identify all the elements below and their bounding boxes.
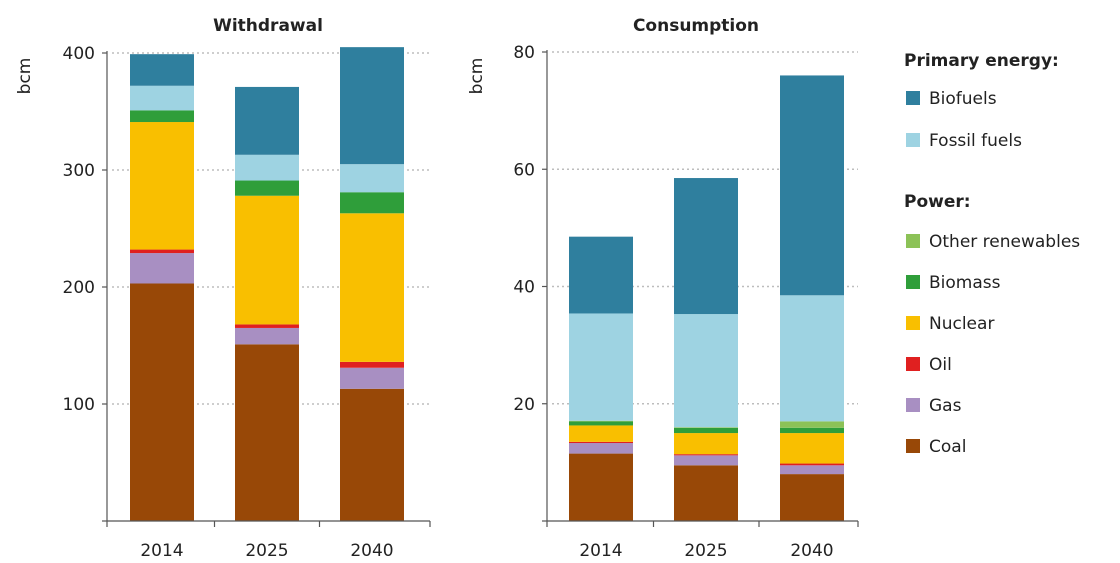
consumption-x-tick-label: 2040 bbox=[790, 541, 833, 561]
consumption-bar-2014-coal bbox=[569, 453, 633, 521]
consumption-bar-2014-gas bbox=[569, 443, 633, 454]
withdrawal-bar-2014-oil bbox=[130, 249, 194, 254]
consumption-bar-2040-other-renewables bbox=[780, 421, 844, 428]
consumption-x-tick-label: 2014 bbox=[579, 541, 622, 561]
consumption-bar-2025-gas bbox=[674, 455, 738, 466]
withdrawal-bar-2025-biofuels bbox=[235, 86, 299, 155]
withdrawal-y-tick-label: 200 bbox=[63, 278, 95, 298]
consumption-bar-2014-biomass bbox=[569, 421, 633, 426]
consumption-y-tick-label: 20 bbox=[513, 395, 535, 415]
legend-label-other-renewables: Other renewables bbox=[929, 232, 1080, 252]
withdrawal-title: Withdrawal bbox=[213, 16, 323, 36]
legend-swatch-coal bbox=[906, 439, 920, 453]
consumption-bar-2025-biofuels bbox=[674, 178, 738, 315]
legend-swatch-fossil-fuels bbox=[906, 133, 920, 147]
withdrawal-x-tick-label: 2014 bbox=[140, 541, 183, 561]
consumption-bar-2014-biofuels bbox=[569, 236, 633, 314]
withdrawal-bar-2014-biofuels bbox=[130, 54, 194, 86]
consumption-bar-2014-nuclear bbox=[569, 425, 633, 442]
legend-swatch-gas bbox=[906, 398, 920, 412]
consumption-title: Consumption bbox=[633, 16, 759, 36]
withdrawal-bar-2040-fossil-fuels bbox=[340, 164, 404, 193]
consumption-bar-2040-oil bbox=[780, 463, 844, 466]
consumption-bar-2025-biomass bbox=[674, 427, 738, 434]
withdrawal-bar-2014-gas bbox=[130, 253, 194, 284]
consumption-bar-2040-biofuels bbox=[780, 75, 844, 296]
consumption-y-tick-label: 40 bbox=[513, 278, 535, 298]
withdrawal-bar-2014-nuclear bbox=[130, 122, 194, 250]
withdrawal-y-tick-label: 400 bbox=[63, 44, 95, 64]
withdrawal-bar-2040-biomass bbox=[340, 192, 404, 214]
consumption-bar-2025-coal bbox=[674, 465, 738, 521]
withdrawal-bar-2025-gas bbox=[235, 327, 299, 345]
withdrawal-y-tick-label: 100 bbox=[63, 395, 95, 415]
withdrawal-bar-2025-fossil-fuels bbox=[235, 154, 299, 181]
withdrawal-bar-2040-nuclear bbox=[340, 213, 404, 362]
consumption-bar-2040-coal bbox=[780, 474, 844, 521]
legend-header-primary: Primary energy: bbox=[904, 51, 1059, 71]
withdrawal-bar-2025-coal bbox=[235, 344, 299, 521]
legend-label-gas: Gas bbox=[929, 396, 962, 416]
legend-label-fossil-fuels: Fossil fuels bbox=[929, 131, 1022, 151]
legend-swatch-other-renewables bbox=[906, 234, 920, 248]
legend-swatch-oil bbox=[906, 357, 920, 371]
consumption-y-tick-label: 80 bbox=[513, 43, 535, 63]
consumption-bar-2014-fossil-fuels bbox=[569, 313, 633, 421]
consumption-bar-2040-gas bbox=[780, 465, 844, 475]
withdrawal-bar-2014-fossil-fuels bbox=[130, 85, 194, 111]
withdrawal-y-tick-label: 300 bbox=[63, 161, 95, 181]
consumption-bar-2040-nuclear bbox=[780, 433, 844, 464]
consumption-bar-2025-fossil-fuels bbox=[674, 314, 738, 428]
withdrawal-panel: Withdrawal bcm 100 200 300 400 2014 2025 2040 bbox=[15, 16, 431, 561]
withdrawal-bar-2025-biomass bbox=[235, 180, 299, 196]
withdrawal-bar-2040-oil bbox=[340, 361, 404, 368]
consumption-bar-2040-biomass bbox=[780, 427, 844, 434]
legend-label-biofuels: Biofuels bbox=[929, 89, 997, 109]
withdrawal-bar-2040-gas bbox=[340, 367, 404, 389]
consumption-y-axis-label: bcm bbox=[467, 58, 487, 95]
legend-label-nuclear: Nuclear bbox=[929, 314, 994, 334]
consumption-bar-2040-fossil-fuels bbox=[780, 295, 844, 422]
consumption-y-tick-label: 60 bbox=[513, 160, 535, 180]
consumption-bar-2025-other-renewables bbox=[674, 427, 738, 428]
withdrawal-x-tick-label: 2040 bbox=[350, 541, 393, 561]
withdrawal-bar-2040-biofuels bbox=[340, 47, 404, 165]
legend: Primary energy: Power: Biofuels Fossil fu… bbox=[904, 51, 1080, 457]
legend-label-biomass: Biomass bbox=[929, 273, 1001, 293]
consumption-bar-2014-other-renewables bbox=[569, 420, 633, 422]
withdrawal-x-tick-label: 2025 bbox=[245, 541, 288, 561]
legend-label-coal: Coal bbox=[929, 437, 966, 457]
consumption-bar-2014-oil bbox=[569, 441, 633, 444]
legend-swatch-biofuels bbox=[906, 91, 920, 105]
withdrawal-bar-2014-coal bbox=[130, 283, 194, 521]
withdrawal-y-axis-label: bcm bbox=[15, 58, 35, 95]
withdrawal-bar-2025-nuclear bbox=[235, 195, 299, 325]
consumption-bar-2025-oil bbox=[674, 454, 738, 456]
legend-swatch-nuclear bbox=[906, 316, 920, 330]
legend-label-oil: Oil bbox=[929, 355, 952, 375]
consumption-x-tick-label: 2025 bbox=[684, 541, 727, 561]
withdrawal-bar-2040-coal bbox=[340, 388, 404, 521]
legend-swatch-biomass bbox=[906, 275, 920, 289]
legend-header-power: Power: bbox=[904, 192, 971, 212]
withdrawal-bar-2025-oil bbox=[235, 324, 299, 328]
consumption-bar-2025-nuclear bbox=[674, 433, 738, 455]
withdrawal-bar-2014-biomass bbox=[130, 110, 194, 123]
